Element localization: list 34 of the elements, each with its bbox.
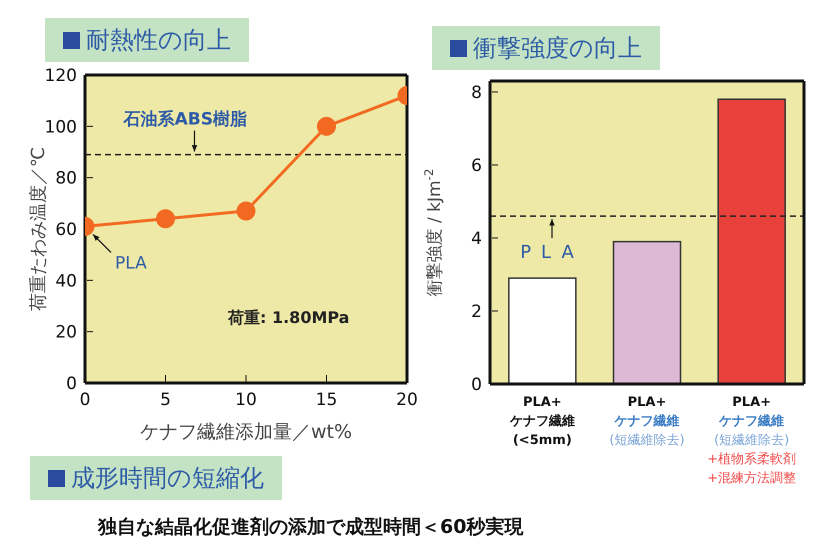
x-tick-label: PLA+ ケナフ繊維 (<5mm) — [508, 395, 575, 448]
text: 独自な結晶化促進剤の添加で成型時間＜60秒実現 — [98, 515, 524, 540]
x-tick-label: 15 — [316, 390, 338, 410]
x-axis-title: ケナフ繊維添加量／wt% — [140, 421, 352, 443]
x-tick-label: 0 — [80, 390, 90, 410]
x-tick-label: 20 — [396, 390, 418, 410]
bar — [717, 98, 786, 384]
x-tick-label: PLA+ ケナフ繊維 (短繊維除去) — [609, 395, 685, 448]
y-tick-label: 60 — [55, 220, 77, 240]
y-tick-label: 0 — [471, 375, 482, 396]
x-tick-label: PLA+ ケナフ繊維 (短繊維除去) +植物系柔軟剤 +混練方法調整 — [707, 395, 796, 486]
y-tick-label: 0 — [66, 374, 77, 394]
y-tick-label: 80 — [55, 168, 77, 189]
chart-title: 衝撃強度の向上 — [473, 33, 642, 64]
ref-line-label: 石油系ABS樹脂 — [122, 110, 247, 130]
y-axis-title: 荷重たわみ温度／℃ — [28, 146, 49, 312]
x-tick-label: 5 — [160, 390, 171, 410]
annotation: 荷重: 1.80MPa — [228, 308, 350, 329]
text: 成形時間の短縮化 — [71, 463, 264, 494]
bar — [612, 240, 682, 384]
bar — [508, 277, 577, 384]
annotation: PLA — [115, 253, 148, 274]
chart-title: 耐熱性の向上 — [86, 25, 231, 56]
point — [236, 202, 256, 221]
y-tick-label: 2 — [471, 302, 482, 322]
y-tick-label: 8 — [471, 82, 482, 103]
y-tick-label: 100 — [44, 117, 77, 138]
y-tick-label: 4 — [471, 229, 482, 250]
y-tick-label: 6 — [471, 156, 482, 176]
y-tick-label: 120 — [44, 66, 77, 86]
y-tick-label: 40 — [55, 271, 77, 292]
y-tick-label: 20 — [55, 322, 77, 343]
ref-line-label: PLA — [520, 242, 584, 264]
x-tick-label: 10 — [235, 390, 257, 410]
